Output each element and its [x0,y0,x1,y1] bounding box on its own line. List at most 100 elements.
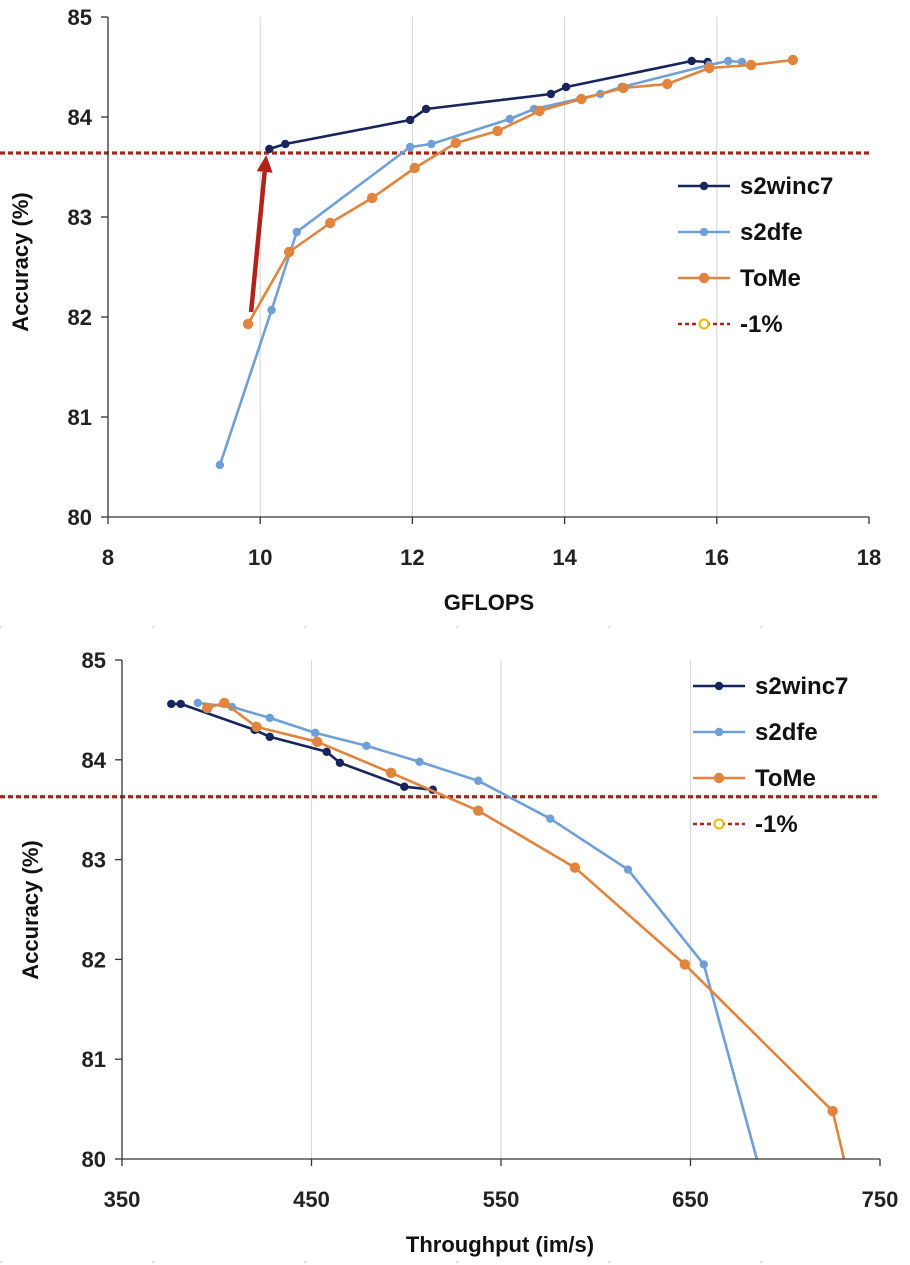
chart1-point-s2dfe [427,139,436,149]
chart2-point-ToMe [569,862,581,873]
chart2-x-tick-label: 350 [104,1187,141,1212]
chart1-point-s2dfe [505,114,515,124]
chart1-legend-marker-ToMe [698,272,710,284]
chart1-point-s2dfe [267,305,276,315]
chart2-series-line-ToMe [206,701,846,1160]
chart2-y-tick-label: 81 [82,1047,106,1072]
chart1-point-ToMe [703,62,715,74]
chart1-point-ToMe [450,137,461,149]
chart2-legend-label: s2winc7 [755,673,848,700]
chart2-point-s2winc7 [335,758,345,767]
chart2-legend-marker-s2dfe [714,727,724,737]
chart1-legend: s2winc7 s2dfe ToMe -1% [678,173,833,338]
chart1-point-s2winc7 [405,115,415,125]
chart2-point-ToMe [385,767,397,778]
chart2-y-tick-label: 82 [82,947,106,972]
chart1-point-s2winc7 [281,139,290,149]
chart1-x-tick-label: 16 [705,545,729,570]
chart1-improvement-arrow-shaft [248,171,267,313]
chart1-point-s2dfe [292,227,301,237]
chart1-point-s2dfe [405,142,415,152]
chart1-point-ToMe [242,318,254,330]
chart1-x-tick-label: 10 [248,545,272,570]
chart2-point-s2winc7 [322,747,331,757]
chart1-point-s2winc7 [265,144,274,154]
chart2-point-s2dfe [415,757,424,766]
chart2-point-s2winc7 [167,699,176,709]
chart2-point-s2dfe [193,698,202,708]
chart1-axes: 80 81 82 83 84 85 8 10 12 14 16 18 [68,5,882,570]
chart2-point-ToMe [251,721,262,733]
chart1-point-s2dfe [724,56,733,66]
chart1-point-s2winc7 [421,104,431,114]
chart1-y-axis-title: Accuracy (%) [8,192,33,331]
chart2-y-tick-label: 84 [82,748,107,773]
chart1-x-axis-title: GFLOPS [444,590,534,615]
chart2-point-s2winc7 [400,782,409,791]
chart2-y-tick-label: 83 [82,848,106,873]
chart1-y-tick-label: 81 [68,405,92,430]
chart2-point-ToMe [473,805,484,816]
chart2-point-s2dfe [623,865,633,874]
chart1-point-ToMe [617,82,629,94]
chart1-improvement-arrow-head [256,155,273,173]
chart1-legend-marker-s2dfe [699,227,709,237]
chart2-x-tick-label: 550 [483,1187,520,1212]
chart2-point-ToMe [202,702,213,714]
chart2-x-tick-label: 450 [293,1187,330,1212]
chart1-series-line-ToMe [246,58,794,325]
chart1-point-s2dfe [215,460,225,470]
chart1-legend-label: ToMe [740,265,801,292]
chart1-x-tick-label: 18 [857,545,881,570]
chart1-point-ToMe [576,93,587,105]
chart2-point-s2dfe [362,741,371,751]
chart2-point-s2dfe [699,960,708,969]
chart2-point-ToMe [679,959,691,970]
chart1-y-tick-label: 84 [68,105,93,130]
chart2-y-axis-title: Accuracy (%) [18,840,43,979]
chart2-series-line-s2winc7 [171,702,433,791]
chart1-point-ToMe [534,105,545,117]
chart2-x-tick-label: 650 [672,1187,709,1212]
chart1-x-tick-label: 8 [102,545,114,570]
chart1-point-ToMe [787,54,799,66]
chart2-legend-label: ToMe [755,765,816,792]
chart1-point-s2winc7 [687,56,696,66]
chart1-point-ToMe [409,162,420,174]
chart1-series-layer [215,54,799,470]
chart1-y-tick-label: 80 [68,505,92,530]
chart2-point-s2dfe [474,776,483,785]
chart2-point-s2dfe [311,728,320,738]
chart1-x-tick-label: 12 [400,545,424,570]
chart2-point-s2dfe [265,713,275,723]
chart2-axes: 80 81 82 83 84 85 350 450 550 650 750 [82,648,899,1212]
chart1-legend-label: s2winc7 [740,173,833,200]
chart2-legend-marker-minus1 [713,818,725,830]
chart2-point-ToMe [219,697,230,709]
throughput-accuracy-chart: 80 81 82 83 84 85 350 450 550 650 750 s2winc7 s2dfe… [0,648,910,1263]
chart1-series-line-s2dfe [218,59,742,466]
chart2-point-s2dfe [546,814,555,823]
chart1-point-ToMe [283,246,295,258]
chart1-grid [259,17,718,517]
chart1-legend-label: -1% [740,311,783,338]
chart2-point-s2winc7 [265,732,275,742]
chart1-point-ToMe [662,78,673,90]
chart2-point-ToMe [827,1105,838,1117]
chart2-legend-marker-s2winc7 [714,681,724,691]
chart1-legend-marker-s2winc7 [699,181,709,191]
chart1-point-ToMe [492,125,503,137]
chart1-x-tick-label: 14 [552,545,577,570]
chart1-point-s2winc7 [561,82,571,92]
chart1-point-s2winc7 [546,89,556,99]
chart2-x-tick-label: 750 [862,1187,899,1212]
chart1-series-line-s2winc7 [268,59,708,151]
chart1-point-ToMe [325,217,336,229]
chart2-series-line-s2dfe [197,701,759,1160]
chart1-y-tick-label: 83 [68,205,92,230]
gflops-accuracy-chart: 80 81 82 83 84 85 8 10 12 14 16 18 s2winc7 s2dfe ToMe… [0,5,910,628]
chart2-y-tick-label: 80 [82,1147,106,1172]
chart1-annotation-layer [248,155,273,313]
chart2-legend-label: s2dfe [755,719,818,746]
chart2-y-tick-label: 85 [82,648,106,673]
